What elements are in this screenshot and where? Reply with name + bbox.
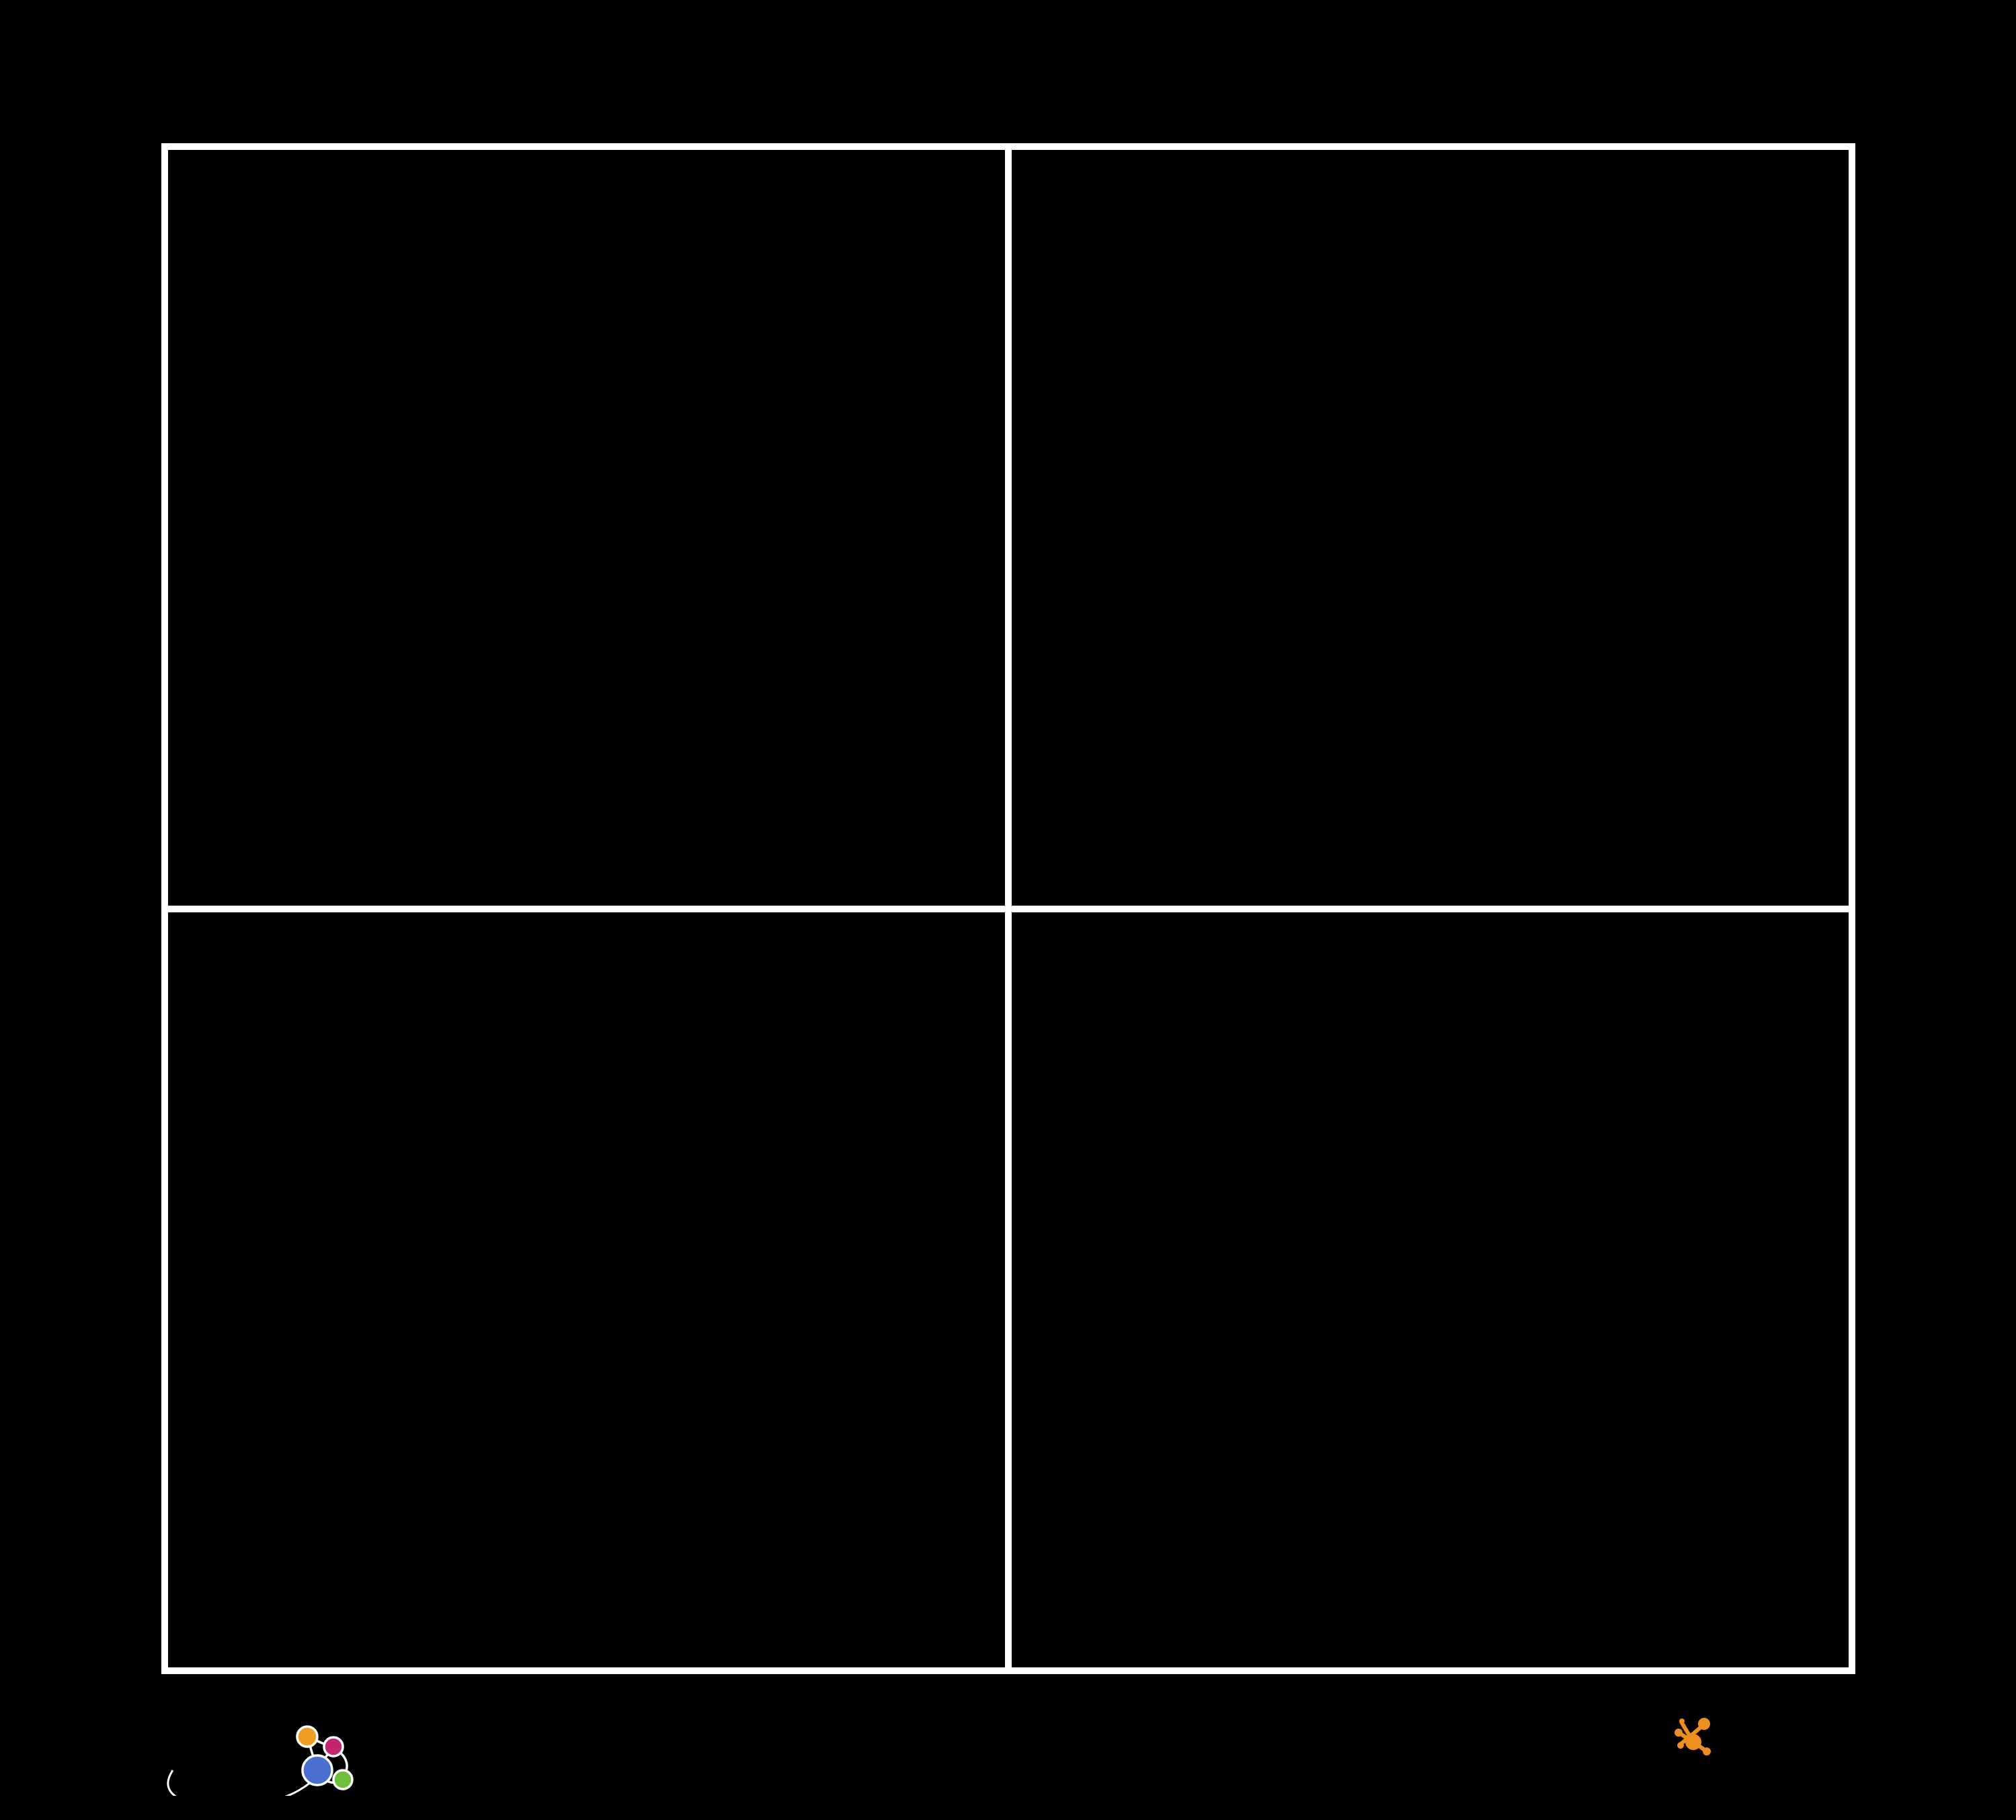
edgeleap-node-magenta bbox=[323, 1736, 344, 1757]
cytoscape-logo-icon bbox=[1675, 1718, 1711, 1755]
edgeleap-node-green bbox=[332, 1769, 354, 1790]
panel-ingredient-disease bbox=[168, 150, 1005, 906]
network-graph-ingredient-disease bbox=[168, 150, 1005, 906]
cytoscape-logo bbox=[1673, 1714, 1718, 1755]
cytoscape-icon-nodes bbox=[1675, 1718, 1711, 1755]
panel-disease-risk bbox=[1012, 150, 1849, 906]
edgeleap-node-blue bbox=[301, 1754, 333, 1786]
edgeleap-logo-icon bbox=[167, 1725, 354, 1796]
edgeleap-swoosh bbox=[167, 1768, 323, 1796]
powered-by-block bbox=[1673, 1711, 1718, 1755]
network-graph-disease-risk bbox=[1012, 150, 1849, 906]
edgeleap-node-orange bbox=[296, 1725, 319, 1748]
network-graph-nutrient-classes bbox=[168, 912, 1005, 1668]
panel-grid bbox=[161, 143, 1855, 1674]
panel-disease-classes bbox=[1012, 912, 1849, 1668]
panel-nutrient-classes bbox=[168, 912, 1005, 1668]
edgeleap-network-edges bbox=[306, 1735, 348, 1784]
network-graph-disease-classes bbox=[1012, 912, 1849, 1668]
